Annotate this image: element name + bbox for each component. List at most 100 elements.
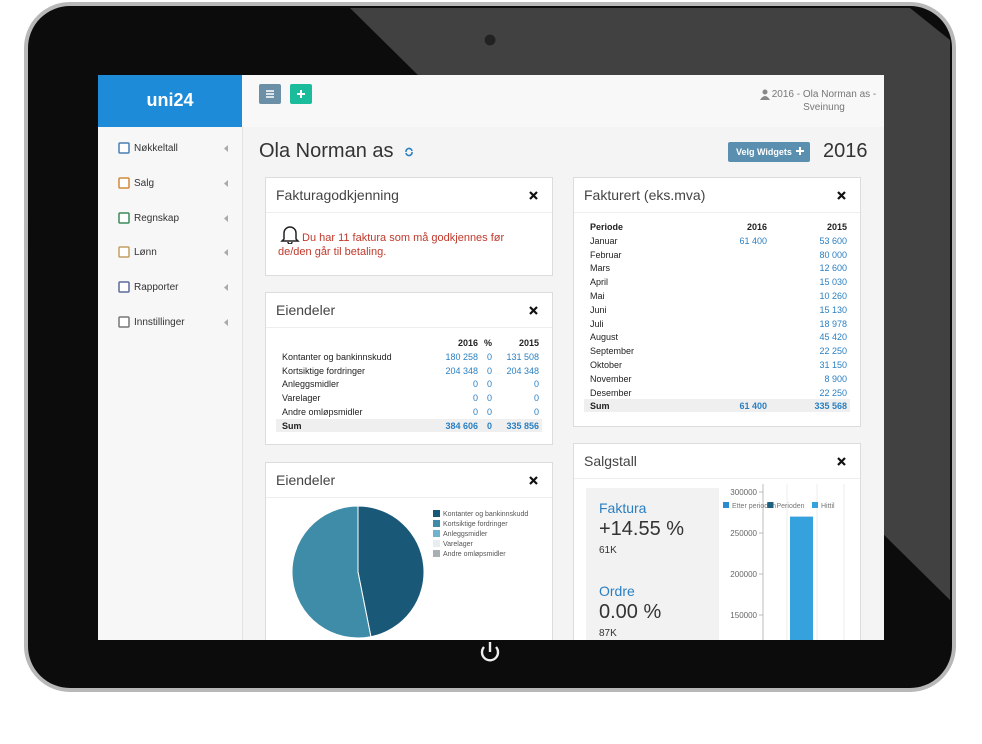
- row-label: Oktober: [590, 360, 623, 370]
- menu-item[interactable]: Lønn: [134, 247, 157, 259]
- menu-icon: [118, 142, 130, 154]
- cell-value: 22 250: [819, 387, 847, 398]
- pie-chart: Kontanter og bankinnskudd Kortsiktige for…: [291, 505, 528, 639]
- invoiced-widget: Fakturert (eks.mva) Periode 2016 2015 Janua…: [573, 177, 861, 427]
- cell-value: 0: [472, 407, 478, 417]
- cell-value: 0: [486, 379, 492, 390]
- cell-value: 384 606: [445, 420, 478, 431]
- menu-arrow: [224, 319, 228, 326]
- menu-arrow: [224, 284, 228, 292]
- year: 2016: [823, 140, 868, 162]
- approval-message: Du har 11 faktura som må godkjennes før …: [278, 232, 505, 258]
- cell-value: 204 348: [445, 365, 478, 376]
- column-header: 2015: [826, 222, 847, 232]
- legend-label: Varelager: [443, 541, 474, 548]
- menu-item[interactable]: Regnskap: [134, 212, 180, 224]
- row-label: Juli: [590, 318, 604, 329]
- menu-item[interactable]: Rapporter: [134, 282, 179, 294]
- user-line: Sveinung: [803, 102, 845, 113]
- column-header: 2015: [518, 338, 539, 348]
- widget-title: Salgstall: [584, 453, 637, 469]
- cell-value: 15 130: [819, 304, 847, 315]
- legend-label: Perioden: [777, 503, 805, 510]
- row-label: Kontanter og bankinnskudd: [282, 351, 392, 362]
- close-icon[interactable]: [837, 191, 846, 200]
- close-glyph: [529, 306, 538, 315]
- menu-icon: [118, 316, 130, 328]
- kpi-label: Ordre: [599, 583, 635, 599]
- legend-swatch: [767, 502, 774, 508]
- page-title: Ola Norman as: [259, 140, 394, 162]
- cell-value: 0: [486, 351, 492, 362]
- arrow-glyph: [224, 214, 228, 222]
- close-icon[interactable]: [529, 306, 538, 315]
- menu-item[interactable]: Salg: [134, 177, 155, 189]
- refresh-icon[interactable]: [404, 147, 414, 157]
- menu-item[interactable]: Nøkkeltall: [134, 143, 178, 154]
- arrow-glyph: [224, 179, 228, 187]
- y-tick-label: 150000: [730, 611, 757, 620]
- cell-value: 0: [472, 379, 478, 390]
- menu-arrow: [224, 214, 228, 222]
- widgets-button[interactable]: Velg Widgets: [728, 142, 810, 162]
- cell-value: 61 400: [739, 401, 767, 412]
- topbar: [242, 75, 884, 127]
- legend-label: Kortsiktige fordringer: [443, 521, 508, 528]
- close-icon[interactable]: [837, 457, 846, 466]
- kpi-label: Faktura: [599, 500, 647, 516]
- cell-value: 53 600: [819, 235, 847, 246]
- bell-icon: [280, 226, 300, 244]
- menu-icon: [118, 211, 130, 224]
- cell-value: 12 600: [819, 263, 847, 274]
- menu-arrow: [224, 249, 228, 257]
- menu-item[interactable]: Innstillinger: [134, 317, 185, 328]
- cell-value: 335 856: [506, 420, 539, 431]
- legend-swatch: [433, 540, 440, 547]
- logo-area: uni24: [98, 75, 242, 127]
- cell-value: 22 250: [819, 346, 847, 357]
- cell-value: 8 900: [824, 373, 847, 384]
- widget-title: Eiendeler: [276, 472, 336, 488]
- bar: [790, 516, 813, 640]
- cell-value: 131 508: [506, 351, 539, 362]
- sales-widget: Salgstall Faktura +14.55 % 61K Ordre 0.00 % 8…: [573, 443, 861, 640]
- legend-label: Kontanter og bankinnskudd: [443, 511, 528, 518]
- sum-row-bg: [276, 418, 542, 432]
- legend-label: Hittil: [821, 503, 835, 510]
- cell-value: 0: [486, 407, 492, 417]
- widget-title: Fakturagodkjenning: [276, 187, 399, 203]
- kpi-box: [586, 488, 719, 640]
- cell-value: 180 258: [445, 351, 478, 362]
- toolbar-buttons[interactable]: [259, 84, 315, 104]
- icon-shape: [118, 316, 130, 328]
- cell-value: 0: [533, 393, 539, 404]
- arrow-glyph: [224, 145, 228, 152]
- cell-value: 10 260: [819, 291, 847, 301]
- column-header: 2016: [746, 222, 767, 232]
- cell-value: 204 348: [506, 365, 539, 376]
- row-label: Januar: [590, 235, 618, 246]
- user-icon: [760, 89, 770, 100]
- close-glyph: [837, 457, 846, 466]
- close-icon[interactable]: [529, 191, 538, 200]
- close-icon[interactable]: [529, 476, 538, 485]
- menu-icon: [118, 246, 130, 259]
- button-label: Velg Widgets: [736, 147, 792, 157]
- cell-value: 0: [533, 407, 539, 417]
- pie-slice: [357, 505, 425, 638]
- row-label: Anleggsmidler: [282, 379, 340, 390]
- cell-value: 45 420: [819, 332, 847, 343]
- column-header: %: [483, 338, 492, 348]
- sidebar: Nøkkeltall Salg Regnskap Lønn Rapporter Innst…: [98, 127, 243, 640]
- icon-shape: [118, 177, 130, 189]
- assets-pie-widget: Eiendeler Kontanter og bankinnskudd Korts…: [265, 462, 553, 640]
- y-tick-label: 200000: [730, 570, 757, 579]
- menu-icon: [118, 177, 130, 189]
- icon-shape: [118, 142, 130, 154]
- assets-table-widget: Eiendeler 2016% 2015 Kontanter og bankinns…: [265, 292, 553, 445]
- user-info: 2016 - Ola Norman as - Sveinung: [764, 88, 884, 114]
- legend-swatch: [433, 530, 440, 537]
- column-header: 2016: [457, 338, 478, 348]
- legend-swatch: [433, 520, 440, 527]
